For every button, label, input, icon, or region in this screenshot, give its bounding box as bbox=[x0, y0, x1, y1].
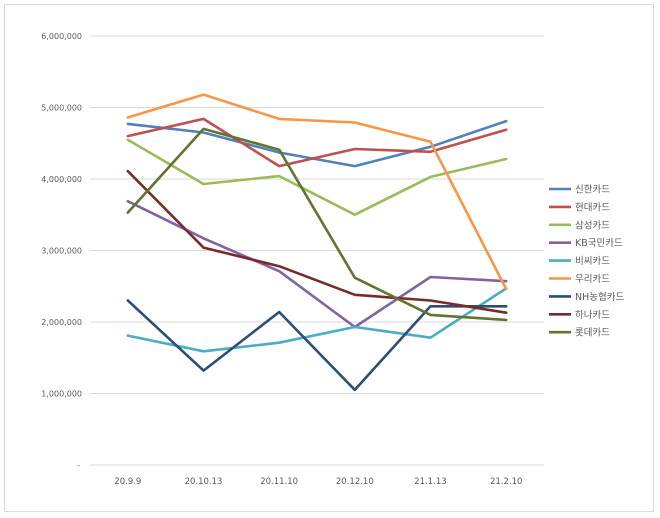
legend-item: 현대카드 bbox=[549, 202, 610, 213]
legend-label: KB국민카드 bbox=[575, 238, 623, 249]
chart-frame bbox=[4, 4, 654, 512]
legend-item: 우리카드 bbox=[549, 274, 610, 285]
x-tick-label: 20.11.10 bbox=[260, 477, 298, 487]
y-tick-label: 3,000,000 bbox=[41, 247, 82, 256]
y-tick-label: 5,000,000 bbox=[41, 104, 82, 113]
legend-label: 삼성카드 bbox=[575, 220, 610, 231]
series-line-1 bbox=[126, 117, 508, 168]
legend-item: 신한카드 bbox=[549, 185, 610, 196]
series-line-2 bbox=[126, 138, 508, 216]
legend-label: 비씨카드 bbox=[575, 256, 610, 267]
x-tick-label: 20.10.13 bbox=[185, 477, 223, 487]
x-tick-label: 20.9.9 bbox=[114, 477, 141, 487]
series-line-7 bbox=[126, 169, 508, 315]
legend-item: NH농협카드 bbox=[549, 291, 624, 303]
y-tick-label: 2,000,000 bbox=[41, 318, 82, 327]
series-line-8 bbox=[126, 127, 508, 322]
y-tick-label: 4,000,000 bbox=[41, 175, 82, 184]
legend-item: 비씨카드 bbox=[549, 256, 610, 267]
legend-item: KB국민카드 bbox=[549, 238, 623, 249]
legend-label: 롯데카드 bbox=[575, 328, 610, 339]
legend-label: NH농협카드 bbox=[575, 291, 624, 303]
legend-label: 우리카드 bbox=[575, 274, 610, 285]
series-line-0 bbox=[126, 119, 508, 168]
series-line-5 bbox=[126, 93, 508, 291]
x-tick-label: 21.2.10 bbox=[490, 477, 522, 487]
series-line-3 bbox=[126, 199, 508, 329]
legend-label: 현대카드 bbox=[575, 202, 610, 213]
legend-label: 하나카드 bbox=[575, 309, 610, 321]
y-tick-label: 6,000,000 bbox=[41, 32, 82, 41]
y-tick-label: 1,000,000 bbox=[41, 390, 82, 399]
legend-label: 신한카드 bbox=[575, 185, 610, 196]
series-line-4 bbox=[126, 287, 508, 353]
series-line-6 bbox=[126, 299, 508, 392]
legend-item: 롯데카드 bbox=[549, 328, 610, 339]
y-tick-label: - bbox=[77, 461, 80, 470]
x-tick-label: 20.12.10 bbox=[336, 477, 374, 487]
x-tick-label: 21.1.13 bbox=[414, 477, 446, 487]
legend-item: 하나카드 bbox=[549, 309, 610, 321]
legend-item: 삼성카드 bbox=[549, 220, 610, 231]
